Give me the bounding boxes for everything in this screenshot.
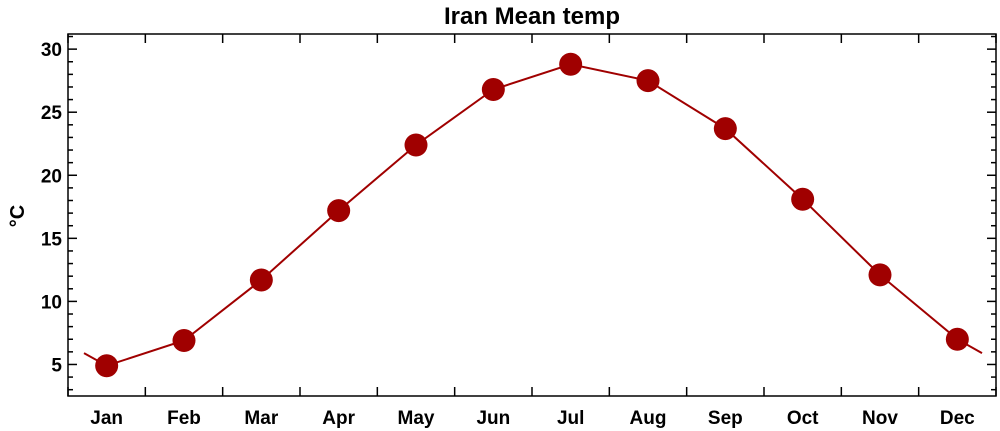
x-tick-label: Dec — [940, 408, 975, 429]
y-tick-label: 20 — [41, 166, 62, 187]
data-point — [559, 52, 583, 76]
plot-frame — [67, 33, 997, 397]
data-point — [636, 69, 660, 93]
x-tick-label: Jan — [90, 408, 123, 429]
series-line — [83, 63, 983, 367]
series-mean-temp — [83, 52, 983, 378]
plot-area: 5 10 15 20 25 30 Jan Feb Mar Apr May Jun Jul Aug Sep O… — [41, 33, 997, 429]
data-point — [791, 187, 815, 211]
data-point — [95, 354, 119, 378]
data-point — [868, 263, 892, 287]
data-point — [249, 268, 273, 292]
y-axis-ticks: 5 10 15 20 25 30 — [41, 35, 996, 391]
data-point — [481, 77, 505, 101]
data-point — [713, 117, 737, 141]
y-tick-label: 30 — [41, 40, 62, 61]
data-point — [172, 329, 196, 353]
x-tick-label: Mar — [244, 408, 278, 429]
x-tick-label: Apr — [322, 408, 355, 429]
data-point — [945, 327, 969, 351]
x-tick-label: May — [398, 408, 435, 429]
x-tick-label: Feb — [167, 408, 201, 429]
data-point — [404, 133, 428, 157]
x-axis-ticks: Jan Feb Mar Apr May Jun Jul Aug Sep Oct Nov Dec — [67, 34, 997, 429]
y-axis-label: °C — [7, 205, 29, 227]
y-tick-label: 10 — [41, 292, 62, 313]
y-tick-label: 15 — [41, 229, 63, 250]
x-tick-label: Sep — [708, 408, 743, 429]
x-tick-label: Jul — [557, 408, 584, 429]
y-tick-label: 5 — [51, 355, 62, 376]
x-tick-label: Jun — [476, 408, 510, 429]
x-tick-label: Nov — [862, 408, 898, 429]
chart-title: Iran Mean temp — [444, 3, 620, 30]
x-tick-label: Aug — [630, 408, 667, 429]
y-tick-label: 25 — [41, 103, 63, 124]
data-point — [327, 199, 351, 223]
x-tick-label: Oct — [787, 408, 819, 429]
